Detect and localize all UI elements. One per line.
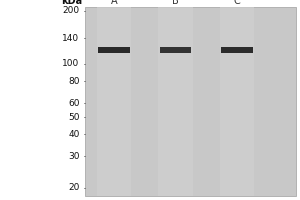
Bar: [158, 7, 193, 196]
Text: 80: 80: [68, 77, 80, 86]
Bar: [220, 7, 254, 196]
Text: 50: 50: [68, 113, 80, 122]
Text: 200: 200: [62, 6, 80, 15]
Text: kDa: kDa: [61, 0, 82, 6]
Bar: [221, 47, 253, 53]
Bar: [85, 7, 296, 196]
Text: 100: 100: [62, 59, 80, 68]
Bar: [98, 47, 130, 53]
Text: A: A: [111, 0, 117, 6]
Text: B: B: [172, 0, 179, 6]
Text: 20: 20: [68, 183, 80, 192]
Text: C: C: [234, 0, 240, 6]
Text: 140: 140: [62, 34, 80, 43]
Text: 60: 60: [68, 99, 80, 108]
Bar: [160, 47, 191, 53]
Text: 40: 40: [68, 130, 80, 139]
Bar: [97, 7, 131, 196]
Text: 30: 30: [68, 152, 80, 161]
